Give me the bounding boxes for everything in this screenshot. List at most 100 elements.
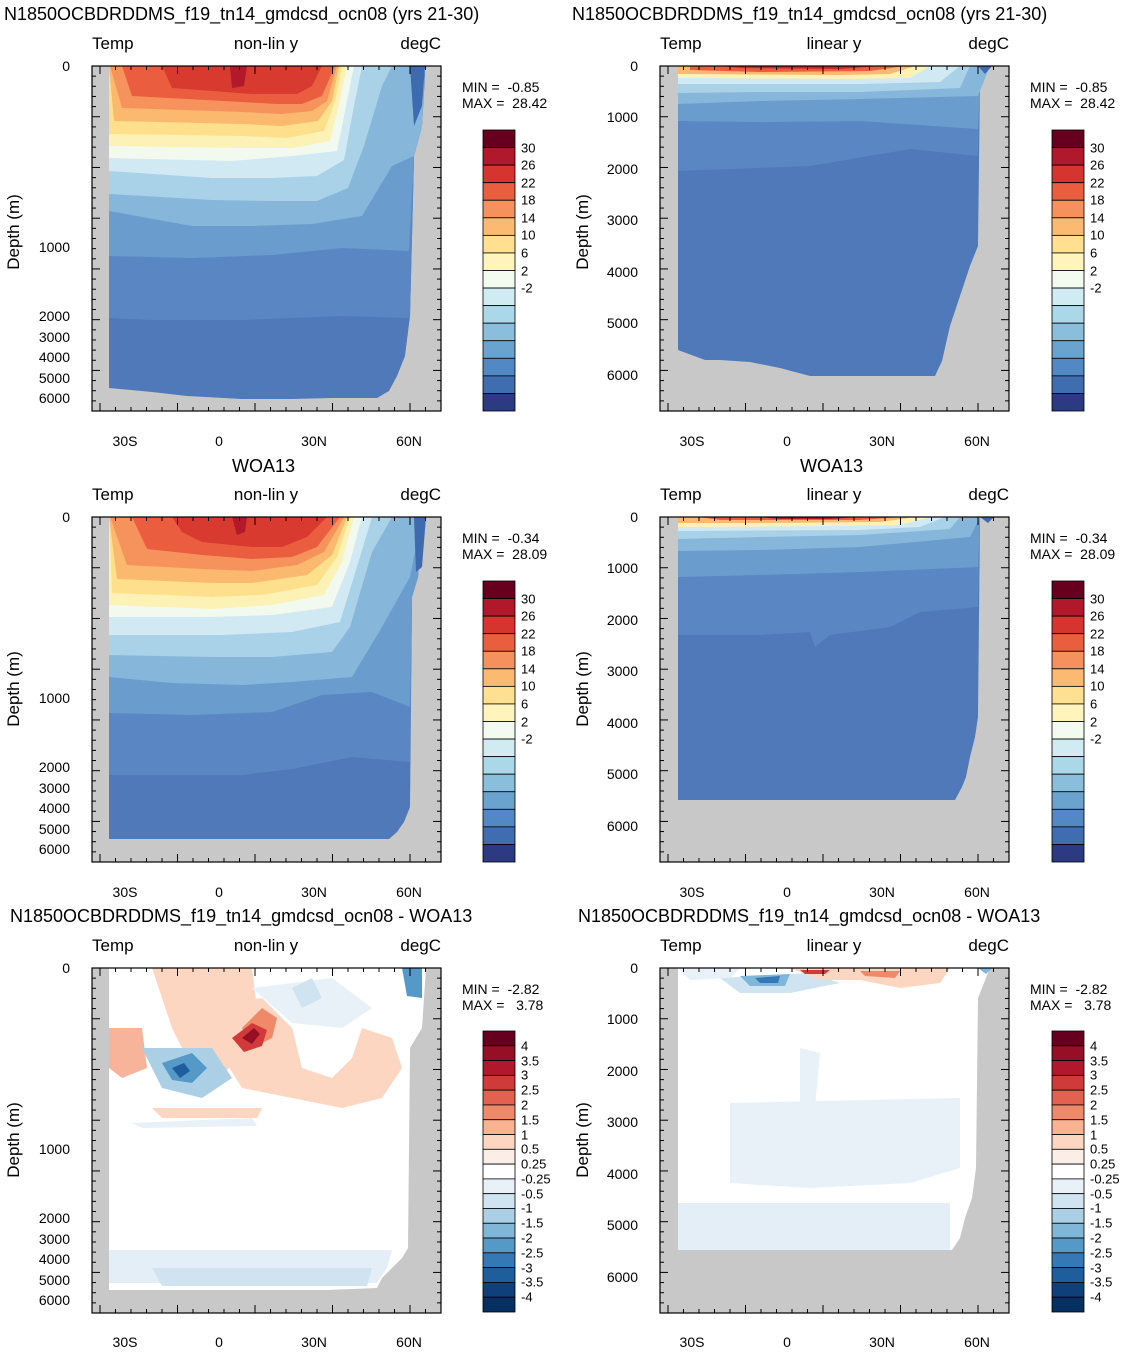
colorbar-swatch bbox=[1051, 773, 1085, 793]
contour-plot bbox=[91, 967, 442, 1314]
colorbar-tick-label: 30 bbox=[521, 591, 536, 607]
variable-label: Temp bbox=[660, 485, 702, 504]
colorbar-tick-label: -2 bbox=[521, 280, 533, 296]
y-axis-label: Depth (m) bbox=[4, 194, 23, 270]
colorbar-tick-label: -3 bbox=[1090, 1260, 1102, 1276]
colorbar-swatch bbox=[482, 703, 516, 722]
x-tick-label: 30S bbox=[112, 884, 138, 900]
colorbar-swatch bbox=[482, 1119, 516, 1135]
colorbar-swatch bbox=[1051, 1193, 1085, 1209]
panel-title: N1850OCBDRDDMS_f19_tn14_gmdcsd_ocn08 - W… bbox=[10, 906, 473, 926]
panel-title: WOA13 bbox=[800, 456, 864, 476]
colorbar-swatch bbox=[1051, 340, 1085, 359]
colorbar-swatch bbox=[1051, 756, 1085, 775]
units-label: degC bbox=[968, 485, 1009, 504]
colorbar-swatch bbox=[1051, 1119, 1085, 1135]
min-value: MIN = -0.85 bbox=[1030, 79, 1108, 95]
colorbar bbox=[1051, 1030, 1085, 1313]
x-tick-label: 60N bbox=[964, 884, 990, 900]
y-tick-label: 6000 bbox=[38, 390, 70, 406]
y-tick-label: 5000 bbox=[606, 315, 638, 331]
min-value: MIN = -2.82 bbox=[1030, 981, 1108, 997]
colorbar-tick-label: 14 bbox=[521, 210, 536, 226]
min-value: MIN = -0.85 bbox=[462, 79, 540, 95]
variable-label: Temp bbox=[92, 34, 134, 53]
colorbar bbox=[482, 129, 516, 412]
units-label: degC bbox=[400, 485, 441, 504]
colorbar-tick-label: -3 bbox=[521, 1260, 533, 1276]
colorbar-tick-label: 1 bbox=[521, 1127, 529, 1143]
colorbar-swatch bbox=[1051, 1060, 1085, 1076]
colorbar-swatch bbox=[482, 305, 516, 324]
colorbar-tick-label: -1.5 bbox=[1090, 1215, 1113, 1231]
y-tick-label: 2000 bbox=[606, 612, 638, 628]
x-tick-label: 60N bbox=[964, 433, 990, 449]
x-tick-label: 60N bbox=[396, 884, 422, 900]
colorbar-swatch bbox=[482, 1267, 516, 1283]
colorbar-swatch bbox=[1051, 1252, 1085, 1269]
colorbar-swatch bbox=[482, 234, 516, 254]
colorbar-tick-label: 1.5 bbox=[1090, 1112, 1109, 1128]
x-tick-label: 30N bbox=[869, 433, 895, 449]
colorbar-swatch bbox=[1051, 791, 1085, 810]
colorbar-swatch bbox=[482, 756, 516, 775]
colorbar-swatch bbox=[482, 1060, 516, 1076]
colorbar-swatch bbox=[1051, 129, 1085, 148]
colorbar-tick-label: 4 bbox=[1090, 1038, 1098, 1054]
colorbar-tick-label: 18 bbox=[1090, 192, 1105, 208]
colorbar-tick-label: 2.5 bbox=[521, 1082, 540, 1098]
y-tick-label: 4000 bbox=[606, 715, 638, 731]
colorbar-tick-label: 22 bbox=[1090, 626, 1105, 642]
colorbar-swatch bbox=[1051, 1089, 1085, 1106]
y-axis-label: Depth (m) bbox=[573, 194, 592, 270]
colorbar-tick-label: 22 bbox=[521, 175, 536, 191]
colorbar-tick-label: -4 bbox=[1090, 1289, 1102, 1305]
y-axis-label: Depth (m) bbox=[4, 1102, 23, 1178]
colorbar-tick-label: -2.5 bbox=[521, 1245, 544, 1261]
min-value: MIN = -0.34 bbox=[1030, 530, 1108, 546]
colorbar-tick-label: 10 bbox=[1090, 678, 1105, 694]
colorbar-swatch bbox=[482, 1296, 516, 1313]
colorbar-tick-label: -1 bbox=[1090, 1200, 1102, 1216]
colorbar-tick-label: 2 bbox=[521, 1097, 529, 1113]
y-tick-label: 2000 bbox=[38, 308, 70, 324]
colorbar-tick-label: -0.25 bbox=[1090, 1171, 1120, 1187]
x-tick-label: 0 bbox=[215, 433, 223, 449]
colorbar-swatch bbox=[482, 721, 516, 740]
colorbar-swatch bbox=[1051, 287, 1085, 307]
x-tick-label: 30N bbox=[301, 1334, 327, 1350]
colorbar-tick-label: 0.5 bbox=[1090, 1141, 1109, 1157]
x-tick-label: 60N bbox=[396, 433, 422, 449]
colorbar-tick-label: 3 bbox=[521, 1067, 529, 1083]
colorbar-swatch bbox=[1051, 393, 1085, 412]
colorbar-tick-label: -0.5 bbox=[1090, 1186, 1113, 1202]
y-tick-label: 6000 bbox=[38, 1292, 70, 1308]
colorbar-tick-label: 2 bbox=[1090, 263, 1098, 278]
colorbar-tick-label: 26 bbox=[521, 608, 536, 624]
colorbar-swatch bbox=[1051, 1148, 1085, 1165]
colorbar-swatch bbox=[482, 182, 516, 201]
y-tick-label: 5000 bbox=[38, 370, 70, 386]
colorbar-swatch bbox=[482, 773, 516, 793]
colorbar-swatch bbox=[1051, 738, 1085, 758]
colorbar-tick-label: 26 bbox=[1090, 157, 1105, 173]
colorbar-swatch bbox=[482, 808, 516, 828]
y-tick-label: 0 bbox=[62, 509, 70, 525]
colorbar-tick-label: 18 bbox=[1090, 643, 1105, 659]
colorbar-swatch bbox=[1051, 305, 1085, 324]
colorbar-swatch bbox=[482, 1089, 516, 1106]
colorbar-swatch bbox=[1051, 650, 1085, 670]
x-tick-label: 60N bbox=[964, 1334, 990, 1350]
colorbar-swatch bbox=[482, 1074, 516, 1091]
x-tick-label: 0 bbox=[783, 1334, 791, 1350]
y-tick-label: 6000 bbox=[606, 818, 638, 834]
colorbar-swatch bbox=[1051, 270, 1085, 289]
colorbar-tick-label: 30 bbox=[1090, 140, 1105, 156]
y-tick-label: 4000 bbox=[38, 349, 70, 365]
colorbar-tick-label: -3.5 bbox=[521, 1274, 544, 1290]
y-tick-label: 5000 bbox=[606, 766, 638, 782]
colorbar-tick-label: 0.5 bbox=[521, 1141, 540, 1157]
colorbar-tick-label: 30 bbox=[521, 140, 536, 156]
y-tick-label: 0 bbox=[62, 58, 70, 74]
colorbar-swatch bbox=[482, 1045, 516, 1061]
